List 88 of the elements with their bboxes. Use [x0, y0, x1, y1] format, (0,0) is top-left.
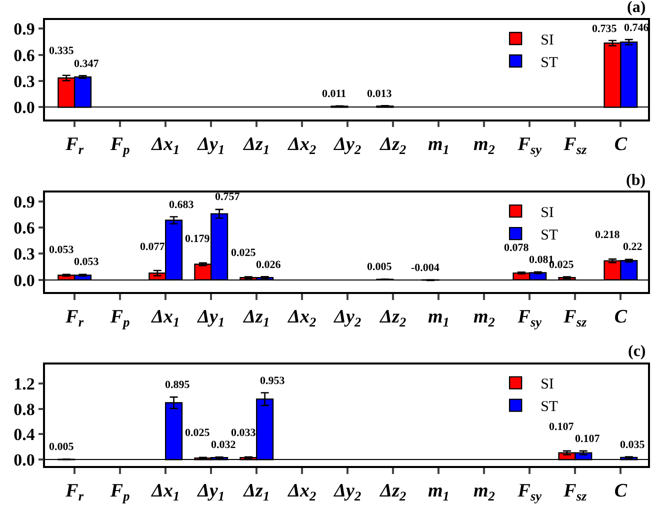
x-tick-label: Δy$_{2}$: [333, 306, 362, 330]
x-tick-label: Δz$_{1}$: [242, 306, 270, 330]
x-tick-label: F$_{p}$: [109, 306, 130, 330]
x-tick-label: Δx$_{1}$: [150, 306, 180, 330]
x-tick-label: F$_{sy}$: [516, 306, 542, 330]
x-tick-label: F$_{sy}$: [516, 480, 542, 504]
x-tick-label: C: [614, 306, 628, 328]
x-tick-label: m$_{2}$: [473, 480, 496, 504]
data-label: 0.953: [260, 375, 286, 387]
x-tick-label: m$_{1}$: [428, 134, 450, 157]
data-label: 0.033: [231, 427, 256, 439]
y-tick-label: 0.8: [14, 400, 35, 419]
data-label: 0.735: [592, 23, 618, 35]
y-tick-label: 0.6: [14, 46, 35, 65]
x-tick-label: F$_{sy}$: [516, 134, 542, 157]
y-tick-label: 0.0: [14, 450, 35, 470]
x-tick-label: F$_{r}$: [64, 306, 84, 330]
x-tick-label: F$_{sz}$: [562, 306, 588, 330]
data-label: 0.746: [624, 22, 650, 34]
chart-title: (a): [627, 0, 646, 16]
data-label: 0.053: [74, 256, 100, 268]
x-tick-label: F$_{sz}$: [562, 134, 588, 157]
x-tick-label: Δx$_{1}$: [150, 480, 180, 504]
x-tick-label: Δx$_{2}$: [287, 134, 317, 157]
x-tick-label: Δz$_{1}$: [242, 134, 270, 157]
legend-label: ST: [540, 54, 558, 71]
data-label: 0.107: [549, 421, 574, 433]
x-tick-label: F$_{r}$: [64, 134, 84, 157]
data-label: 0.025: [231, 247, 256, 259]
x-tick-label: m$_{1}$: [428, 306, 450, 330]
chart-title: (b): [626, 172, 646, 189]
legend-label: SI: [540, 32, 554, 48]
y-tick-label: 0.4: [14, 425, 36, 444]
legend-label: ST: [540, 227, 558, 244]
data-label: 0.032: [211, 439, 236, 451]
data-label: 0.22: [623, 241, 643, 253]
legend-label: SI: [540, 376, 554, 393]
data-label: 0.077: [140, 241, 166, 253]
data-label: 0.035: [620, 439, 646, 451]
chart-title: (c): [628, 343, 646, 360]
data-label: 0.335: [49, 45, 74, 57]
x-tick-label: Δy$_{1}$: [196, 134, 225, 157]
y-tick-label: 0.6: [14, 218, 35, 238]
y-tick-label: 0.3: [14, 72, 35, 92]
x-tick-label: m$_{1}$: [428, 480, 450, 504]
x-tick-label: Δx$_{2}$: [287, 306, 317, 330]
x-tick-label: Δz$_{2}$: [379, 306, 406, 330]
data-label: 0.053: [49, 244, 74, 256]
y-tick-label: 1.2: [14, 374, 35, 394]
x-tick-label: Δy$_{1}$: [196, 480, 225, 504]
x-tick-label: F$_{p}$: [109, 480, 130, 504]
legend-label: ST: [540, 399, 558, 416]
x-tick-label: m$_{2}$: [473, 134, 496, 157]
data-label: 0.895: [165, 379, 190, 391]
data-label: 0.005: [49, 441, 74, 453]
data-label: 0.218: [595, 229, 620, 241]
data-label: 0.013: [367, 88, 392, 100]
x-tick-label: C: [614, 134, 628, 156]
x-tick-label: Δz$_{2}$: [379, 134, 406, 157]
x-tick-label: C: [614, 480, 628, 502]
data-label: 0.005: [367, 261, 392, 273]
data-label: 0.011: [322, 88, 346, 100]
y-tick-label: 0.0: [14, 270, 35, 290]
x-tick-label: Δz$_{2}$: [379, 480, 406, 504]
x-tick-label: F$_{sz}$: [562, 480, 588, 504]
x-tick-label: Δx$_{1}$: [150, 134, 180, 157]
data-label: 0.026: [256, 259, 282, 271]
x-tick-label: Δz$_{1}$: [242, 480, 270, 504]
x-tick-label: Δy$_{2}$: [333, 134, 362, 157]
x-tick-label: Δy$_{1}$: [196, 306, 225, 330]
legend-label: SI: [540, 204, 554, 221]
y-tick-label: 0.9: [14, 192, 35, 212]
x-tick-label: Δx$_{2}$: [287, 480, 317, 504]
x-tick-label: Δy$_{2}$: [333, 480, 362, 504]
x-tick-label: F$_{r}$: [64, 480, 84, 504]
y-tick-label: 0.9: [14, 20, 35, 39]
data-label: 0.179: [185, 233, 210, 245]
data-label: 0.025: [185, 427, 210, 439]
x-tick-label: F$_{p}$: [109, 134, 130, 157]
data-label: 0.683: [169, 199, 194, 211]
data-label: 0.757: [215, 191, 240, 203]
data-label: 0.078: [504, 242, 530, 254]
y-tick-label: 0.0: [14, 98, 35, 118]
data-label: 0.347: [74, 58, 100, 70]
data-label: -0.004: [411, 262, 440, 274]
data-label: 0.107: [575, 433, 600, 445]
x-tick-label: m$_{2}$: [473, 306, 496, 330]
y-tick-label: 0.3: [14, 244, 35, 264]
